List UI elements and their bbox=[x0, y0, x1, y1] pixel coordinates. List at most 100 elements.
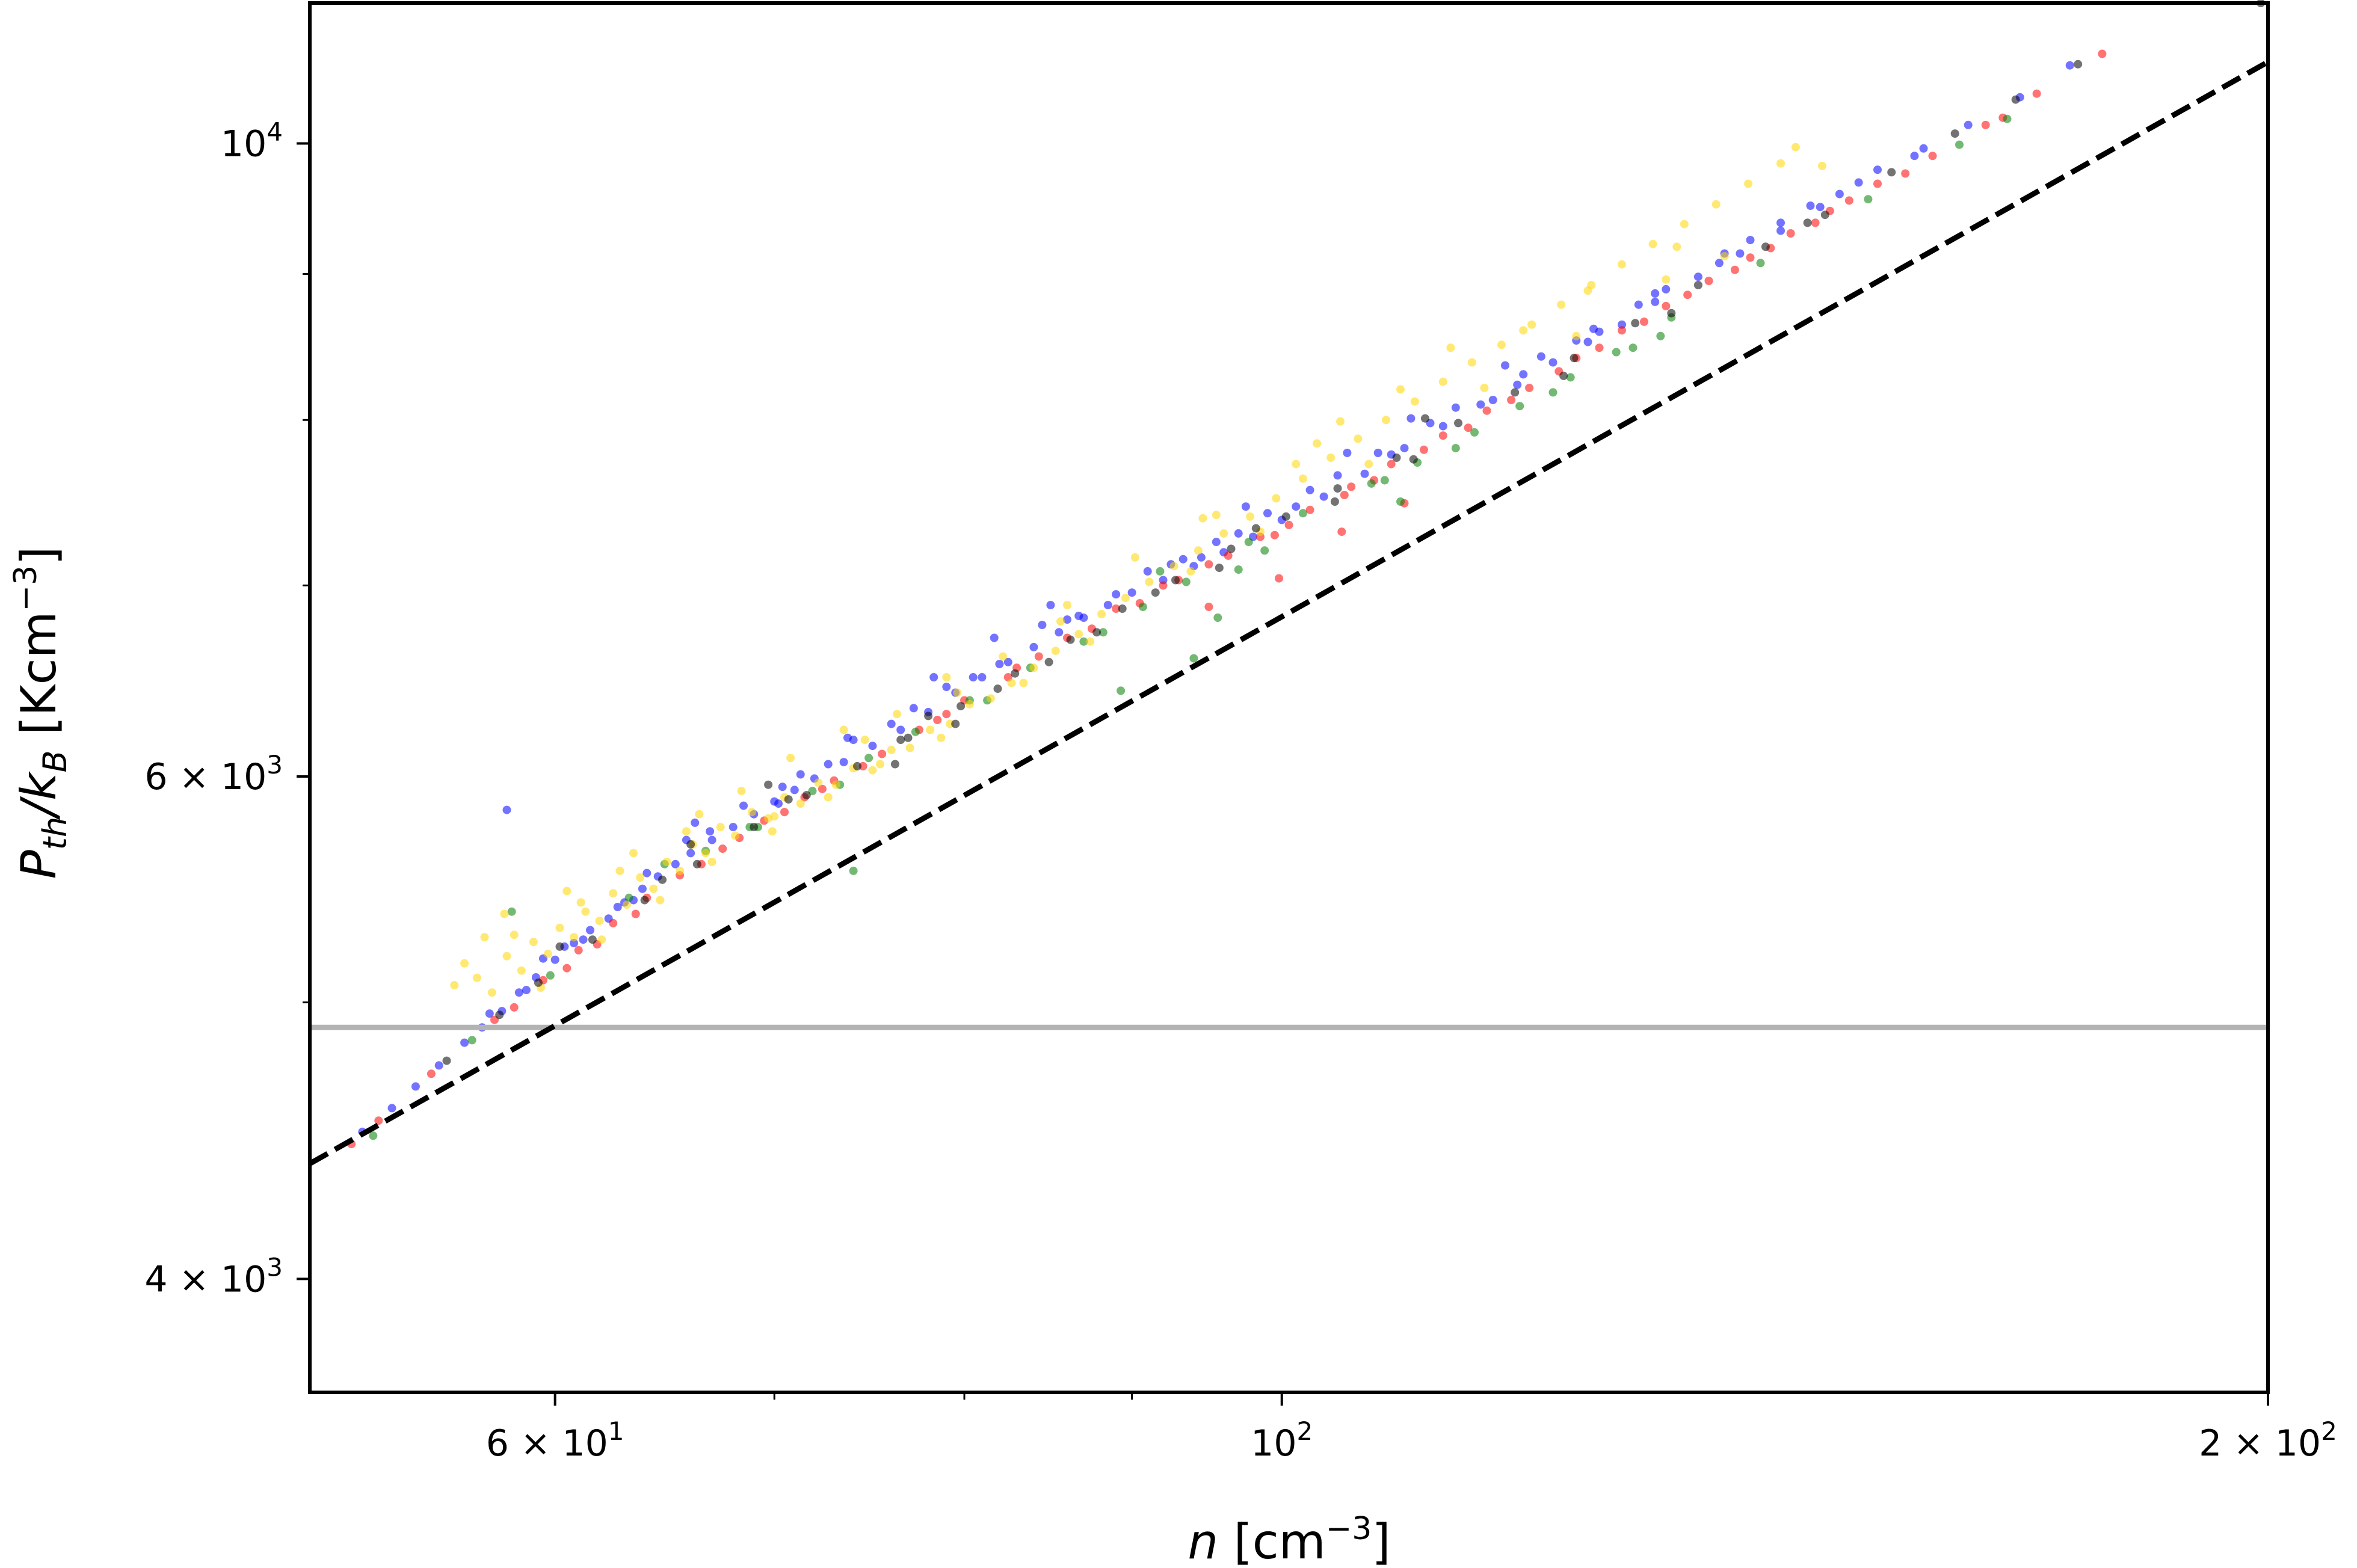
data-point bbox=[1198, 514, 1207, 523]
data-point bbox=[671, 859, 680, 869]
data-point bbox=[629, 849, 638, 858]
data-point bbox=[695, 810, 704, 819]
data-point bbox=[613, 903, 622, 911]
data-point bbox=[1112, 590, 1121, 599]
data-point bbox=[737, 787, 746, 796]
data-point bbox=[1272, 494, 1281, 503]
data-point bbox=[550, 955, 559, 964]
data-point bbox=[1364, 460, 1373, 469]
data-point bbox=[1159, 581, 1168, 590]
data-point bbox=[1244, 538, 1253, 547]
data-point bbox=[790, 786, 799, 795]
data-point bbox=[965, 699, 974, 709]
data-point bbox=[1284, 520, 1293, 529]
data-point bbox=[517, 966, 526, 975]
data-point bbox=[1051, 647, 1060, 656]
data-point bbox=[1515, 402, 1524, 411]
data-point bbox=[1098, 628, 1108, 637]
data-point bbox=[522, 986, 531, 995]
data-point bbox=[387, 1104, 396, 1113]
y-tick-label: 6 × 103 bbox=[144, 750, 283, 798]
data-point bbox=[843, 733, 852, 742]
data-point bbox=[507, 907, 516, 916]
data-point bbox=[784, 795, 793, 804]
data-point bbox=[1744, 179, 1753, 188]
data-point bbox=[1117, 686, 1126, 695]
data-point bbox=[1736, 249, 1745, 258]
data-point bbox=[1864, 195, 1873, 204]
data-point bbox=[1029, 663, 1038, 672]
data-point bbox=[1406, 414, 1416, 423]
data-point bbox=[1634, 300, 1643, 309]
data-point bbox=[780, 808, 789, 817]
data-point bbox=[656, 896, 665, 905]
data-point bbox=[1333, 471, 1342, 480]
data-point bbox=[1854, 178, 1863, 187]
data-point bbox=[369, 1131, 378, 1140]
data-point bbox=[574, 945, 583, 955]
data-point bbox=[631, 909, 640, 918]
data-point bbox=[1618, 326, 1626, 335]
data-point bbox=[1559, 371, 1568, 380]
data-point bbox=[1704, 277, 1713, 285]
data-point bbox=[1215, 564, 1224, 573]
data-point bbox=[581, 907, 590, 916]
data-point bbox=[1806, 201, 1815, 210]
data-point bbox=[1038, 621, 1047, 630]
data-point bbox=[796, 799, 805, 808]
data-point bbox=[1438, 422, 1447, 431]
data-point bbox=[818, 784, 827, 793]
data-point bbox=[1305, 485, 1314, 494]
data-point bbox=[951, 719, 960, 728]
data-point bbox=[1234, 565, 1243, 574]
data-point bbox=[1121, 594, 1130, 603]
data-point bbox=[1305, 505, 1314, 514]
data-point bbox=[1246, 512, 1255, 521]
data-point bbox=[1029, 642, 1038, 651]
data-point bbox=[768, 827, 777, 836]
data-point bbox=[1046, 601, 1055, 609]
data-point bbox=[1186, 567, 1195, 576]
data-point bbox=[622, 900, 631, 909]
data-point bbox=[1066, 635, 1075, 644]
series-4 bbox=[442, 0, 2266, 1065]
data-point bbox=[876, 760, 884, 769]
data-point bbox=[1467, 358, 1476, 367]
data-point bbox=[1396, 497, 1405, 506]
y-tick-mantissa: 6 × 10 bbox=[144, 756, 267, 798]
data-point bbox=[615, 866, 624, 875]
data-point bbox=[1044, 657, 1053, 666]
data-point bbox=[1548, 358, 1557, 367]
data-point bbox=[1275, 574, 1283, 583]
data-point bbox=[1446, 343, 1455, 352]
data-point bbox=[1319, 492, 1328, 501]
data-point bbox=[1820, 211, 1829, 220]
data-point bbox=[543, 949, 552, 958]
data-point bbox=[1583, 337, 1592, 346]
data-point bbox=[878, 749, 887, 758]
data-point bbox=[1063, 615, 1071, 624]
data-point bbox=[896, 725, 905, 734]
data-point bbox=[1648, 239, 1657, 248]
data-point bbox=[1333, 484, 1342, 493]
data-point bbox=[824, 793, 833, 802]
data-point bbox=[1336, 417, 1345, 426]
data-point bbox=[1367, 479, 1376, 488]
data-point bbox=[1887, 168, 1896, 177]
data-point bbox=[1270, 530, 1279, 540]
data-point bbox=[750, 823, 759, 832]
data-point bbox=[986, 694, 995, 703]
data-point bbox=[1715, 259, 1724, 268]
data-point bbox=[1182, 577, 1191, 586]
data-point bbox=[1063, 601, 1071, 609]
data-point bbox=[411, 1082, 420, 1091]
data-point bbox=[374, 1116, 383, 1125]
data-point bbox=[1844, 196, 1853, 205]
data-point bbox=[1360, 469, 1369, 478]
data-point bbox=[887, 719, 896, 728]
data-point bbox=[1476, 400, 1485, 409]
series-2 bbox=[369, 114, 2012, 1140]
data-point bbox=[450, 981, 459, 989]
data-point bbox=[514, 988, 523, 997]
data-point bbox=[1672, 242, 1681, 251]
